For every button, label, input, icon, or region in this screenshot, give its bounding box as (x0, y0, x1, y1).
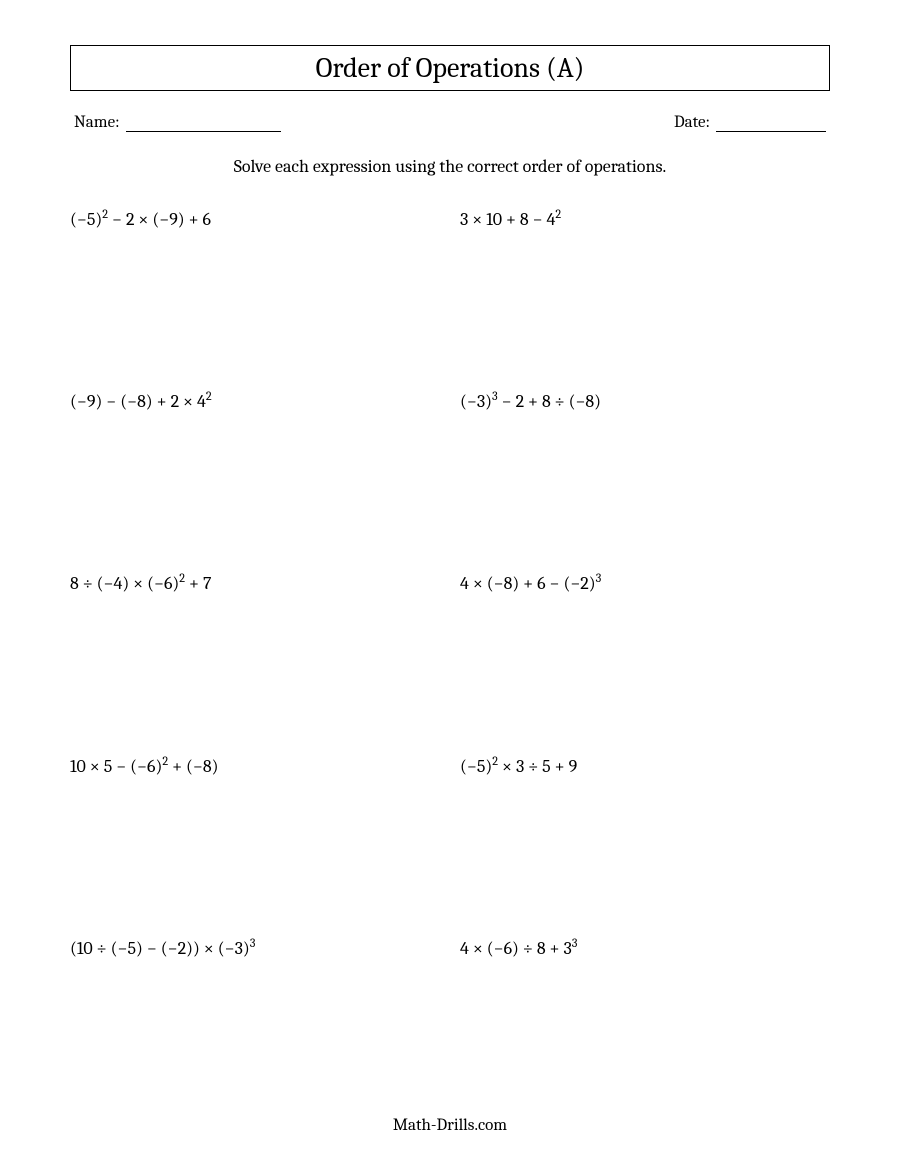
problem-2: 3 × 10 + 8 − 42 (460, 207, 830, 379)
problem-10: 4 × (−6) ÷ 8 + 33 (460, 936, 830, 1108)
name-label: Name: (74, 113, 120, 132)
page-title: Order of Operations (A) (71, 52, 829, 84)
date-input-line[interactable] (716, 113, 826, 132)
name-field: Name: (74, 113, 281, 132)
meta-row: Name: Date: (70, 113, 830, 132)
problem-4: (−3)3 − 2 + 8 ÷ (−8) (460, 389, 830, 561)
name-input-line[interactable] (126, 113, 281, 132)
problem-7: 10 × 5 − (−6)2 + (−8) (70, 754, 440, 926)
title-box: Order of Operations (A) (70, 45, 830, 91)
problem-8: (−5)2 × 3 ÷ 5 + 9 (460, 754, 830, 926)
problem-3: (−9) − (−8) + 2 × 42 (70, 389, 440, 561)
date-label: Date: (674, 113, 710, 132)
problem-5: 8 ÷ (−4) × (−6)2 + 7 (70, 571, 440, 743)
problems-grid: (−5)2 − 2 × (−9) + 6 3 × 10 + 8 − 42 (−9… (70, 207, 830, 1108)
instructions-text: Solve each expression using the correct … (70, 156, 830, 177)
worksheet-page: Order of Operations (A) Name: Date: Solv… (0, 0, 900, 1165)
footer-text: Math-Drills.com (70, 1108, 830, 1135)
problem-1: (−5)2 − 2 × (−9) + 6 (70, 207, 440, 379)
problem-6: 4 × (−8) + 6 − (−2)3 (460, 571, 830, 743)
problem-9: (10 ÷ (−5) − (−2)) × (−3)3 (70, 936, 440, 1108)
date-field: Date: (674, 113, 826, 132)
